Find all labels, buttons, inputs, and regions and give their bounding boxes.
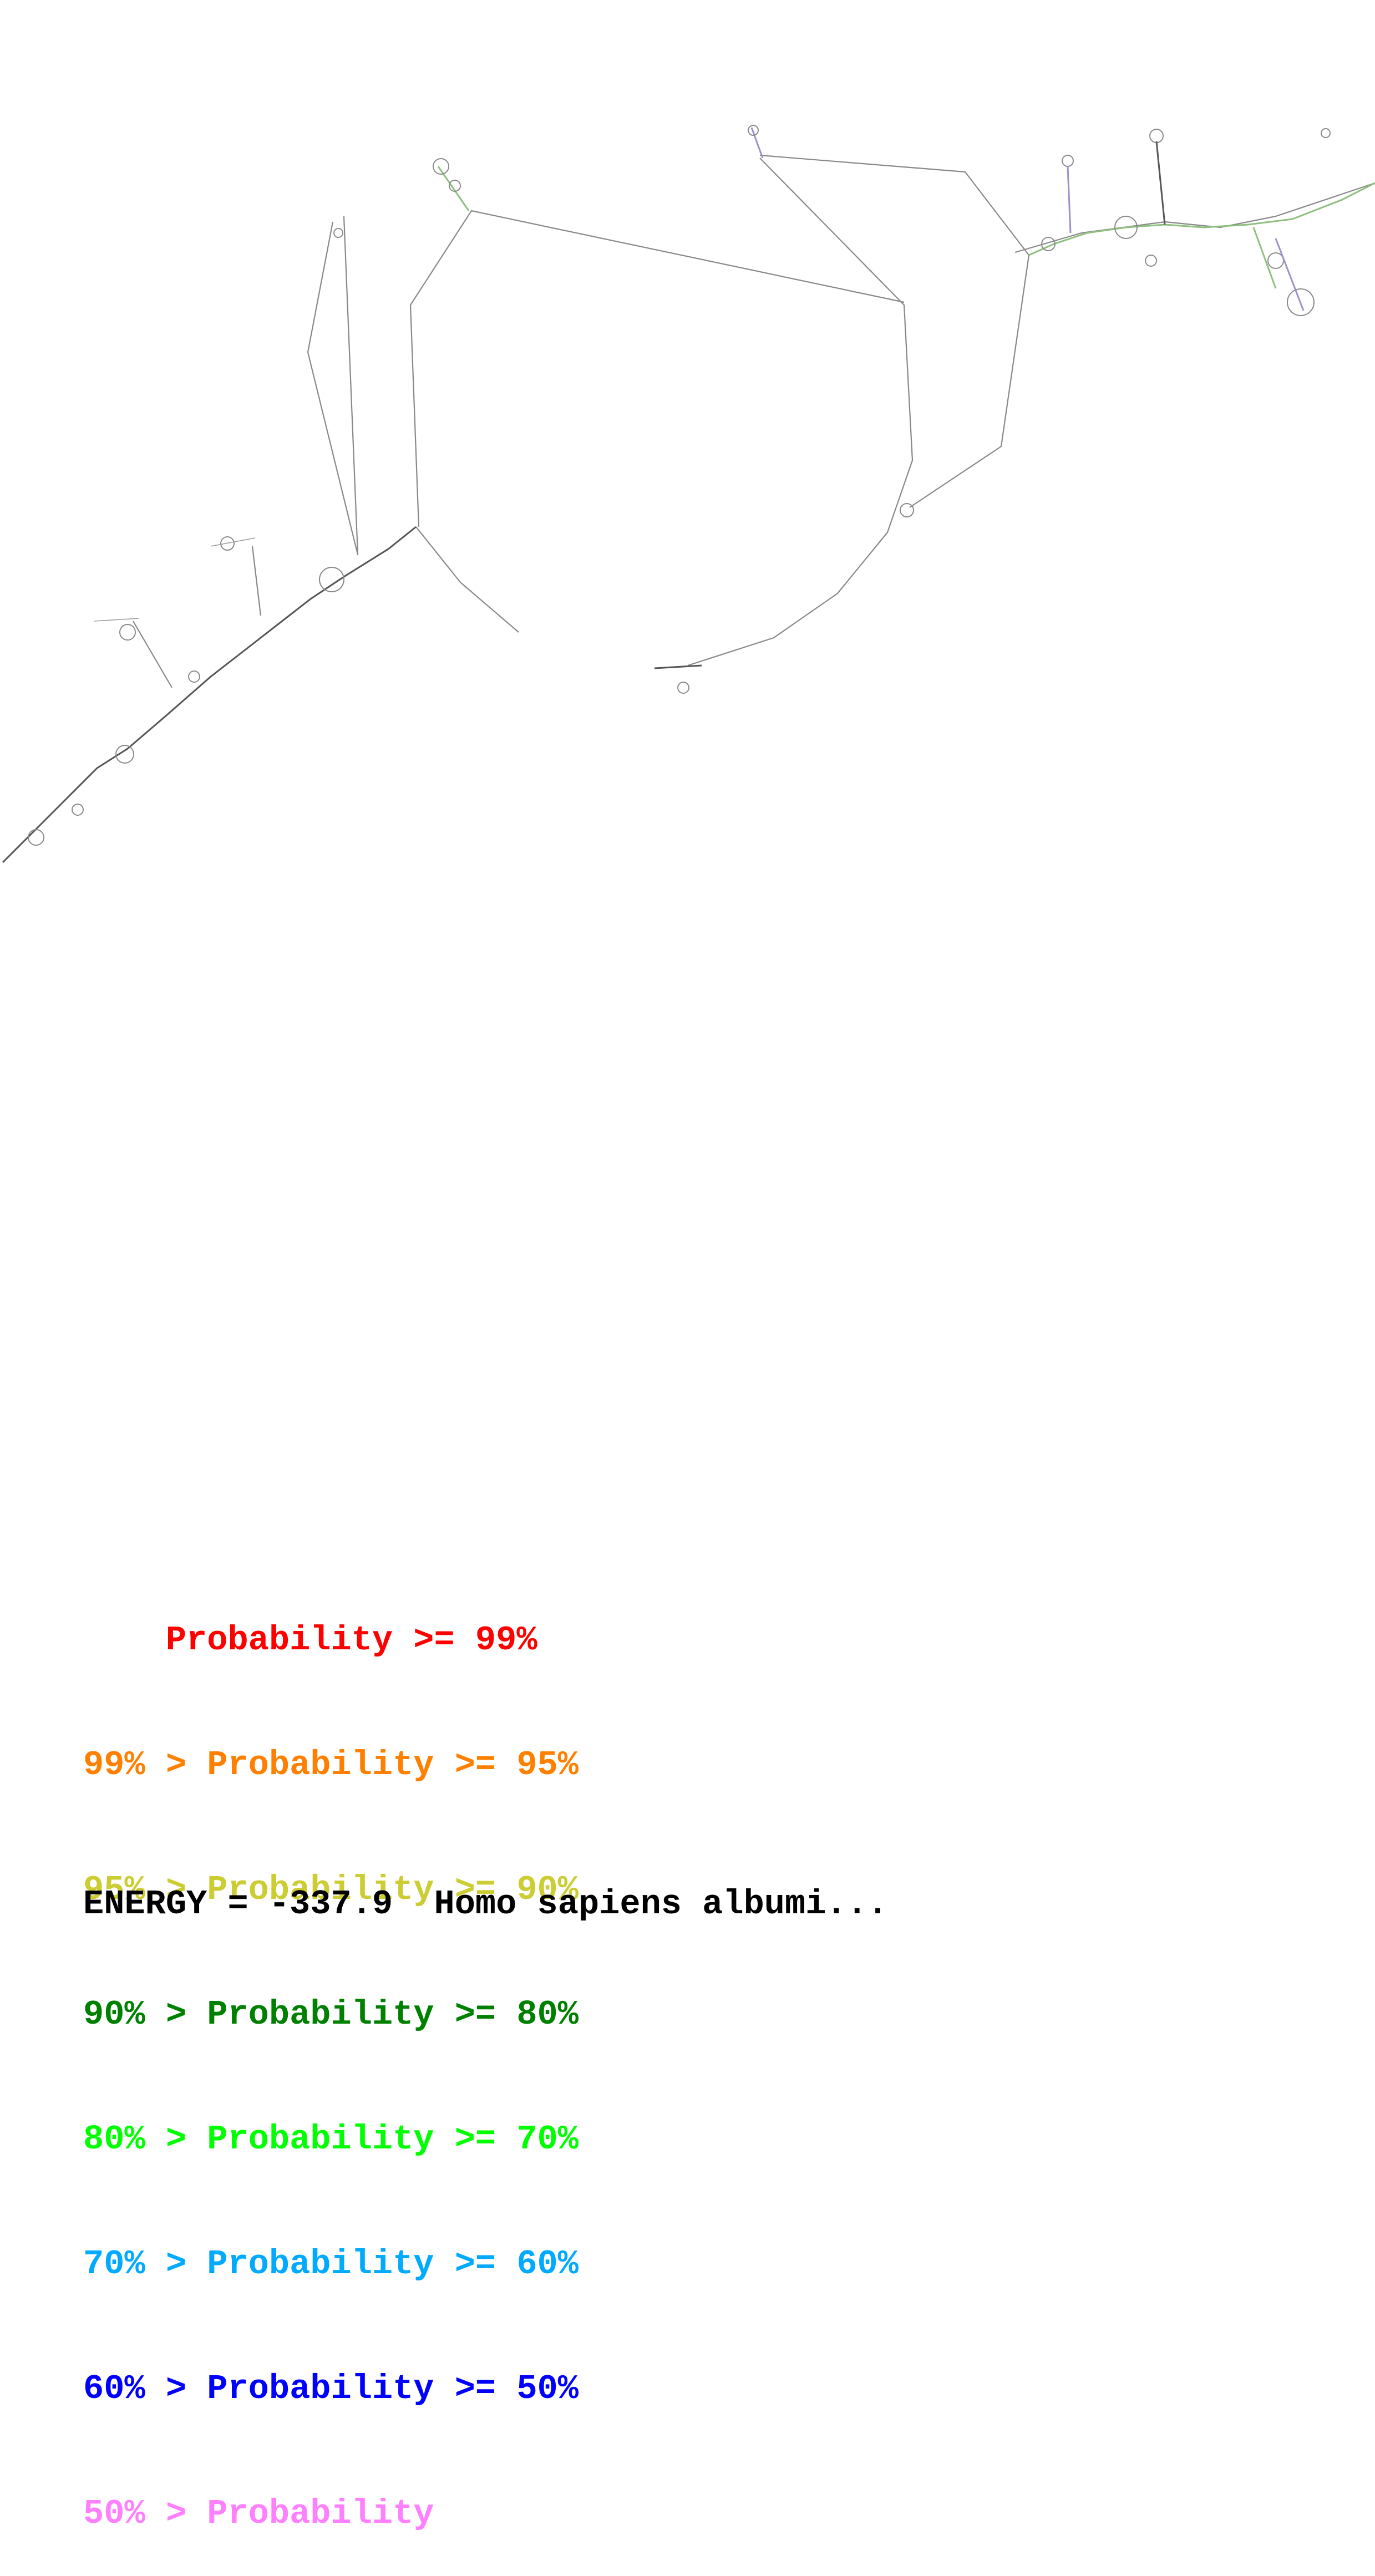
base-tick	[94, 618, 139, 622]
interior-loop	[1114, 216, 1138, 239]
legend-label: Probability >= 60%	[207, 2244, 579, 2284]
helix-stem	[437, 166, 470, 211]
backbone-segment	[1014, 182, 1375, 253]
hairpin-loop	[119, 624, 136, 641]
backbone-segment	[251, 546, 262, 616]
legend-row: 90% > Probability >= 80%	[83, 1994, 579, 2035]
legend-row: 95% > Probability >= 90%	[83, 1869, 579, 1911]
hairpin-loop	[1267, 252, 1284, 269]
hairpin-loop	[1149, 129, 1164, 143]
helix-stem	[1275, 238, 1305, 311]
legend-prefix: 60% >	[83, 2369, 207, 2409]
legend-label: Probability >= 80%	[207, 1995, 579, 2034]
backbone-segment	[409, 210, 905, 527]
hairpin-loop	[188, 670, 200, 683]
helix-stem	[1155, 141, 1166, 225]
legend-label: Probability >= 70%	[207, 2120, 579, 2159]
legend-row: Probability >= 99%	[83, 1619, 579, 1661]
legend-prefix: 50% >	[83, 2494, 207, 2533]
hairpin-loop	[72, 804, 84, 816]
hairpin-loop	[748, 125, 759, 136]
legend-row: 99% > Probability >= 95%	[83, 1744, 579, 1786]
interior-loop	[1287, 288, 1315, 316]
hairpin-loop	[677, 682, 689, 694]
energy-label: ENERGY = -337.9 Homo sapiens albumi...	[83, 1884, 889, 1924]
helix-stem	[654, 664, 702, 669]
hairpin-loop	[433, 158, 449, 175]
backbone-segment	[415, 526, 519, 633]
legend-prefix: 80% >	[83, 2120, 207, 2159]
legend-row: 50% > Probability	[83, 2493, 579, 2534]
legend-row: 70% > Probability >= 60%	[83, 2243, 579, 2285]
backbone-segment	[133, 621, 172, 688]
interior-loop	[1041, 237, 1056, 251]
legend-label: Probability >= 99%	[165, 1620, 537, 1660]
legend-label: Probability >= 95%	[207, 1745, 579, 1785]
legend-label: Probability >= 90%	[207, 1870, 579, 1909]
legend-row: 60% > Probability >= 50%	[83, 2368, 579, 2410]
right-cluster	[1028, 128, 1375, 316]
hairpin-loop	[449, 180, 461, 192]
rna-secondary-structure	[2, 125, 1375, 863]
base-tick	[210, 537, 256, 547]
hairpin-loop	[220, 536, 235, 551]
backbone-lines	[133, 154, 1375, 688]
legend-prefix: 90% >	[83, 1995, 207, 2034]
mid-structures	[654, 503, 914, 694]
helix-stem	[750, 127, 764, 159]
interior-loop	[115, 745, 134, 764]
interior-loop	[28, 829, 44, 846]
legend-label: Probability	[207, 2494, 434, 2533]
hairpin-loop	[1145, 255, 1157, 267]
helix-stem	[1067, 166, 1072, 233]
helix-chain	[1028, 182, 1375, 256]
hairpin-loop	[333, 228, 343, 238]
legend-prefix: 99% >	[83, 1745, 207, 1785]
interior-loop	[319, 567, 344, 592]
left-branch	[2, 228, 417, 863]
backbone-segment	[687, 157, 914, 667]
hairpin-loop	[900, 503, 914, 517]
helix-chain	[2, 526, 417, 863]
legend-prefix	[83, 1620, 166, 1660]
legend-prefix: 95% >	[83, 1870, 207, 1909]
helix-stem	[1252, 227, 1277, 289]
hairpin-loop	[1321, 128, 1331, 138]
legend-prefix: 70% >	[83, 2244, 207, 2284]
probability-legend: Probability >= 99% 99% > Probability >= …	[83, 1536, 579, 2576]
legend-row: 80% > Probability >= 70%	[83, 2118, 579, 2160]
hairpin-cluster	[433, 125, 764, 211]
legend-label: Probability >= 50%	[207, 2369, 579, 2409]
hairpin-loop	[1062, 155, 1074, 167]
backbone-segment	[759, 154, 1030, 508]
backbone-segment	[307, 216, 359, 556]
